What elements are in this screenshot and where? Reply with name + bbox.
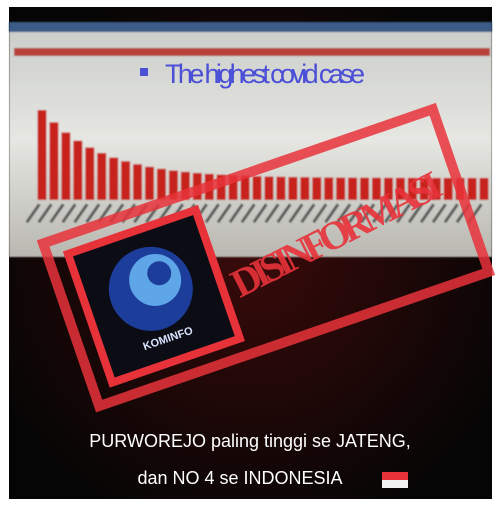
label-smudge <box>419 203 435 224</box>
bar-shape <box>431 177 441 200</box>
bar-shape <box>180 171 190 200</box>
label-smudge <box>85 203 101 224</box>
bar-shape <box>61 132 71 200</box>
caption-line: dan NO 4 se INDONESIA <box>137 468 342 488</box>
bar-shape <box>324 177 334 200</box>
bar-shape <box>419 177 429 200</box>
bar-shape <box>443 177 453 200</box>
bar-shape <box>288 176 298 200</box>
label-smudge <box>300 203 316 224</box>
bar-shape <box>264 176 274 200</box>
bar-shape <box>73 140 83 200</box>
label-smudge <box>276 203 292 224</box>
label-smudge <box>216 203 232 224</box>
label-smudge <box>73 203 89 224</box>
bar-shape <box>300 177 310 200</box>
label-smudge <box>37 203 53 224</box>
bar-shape <box>37 110 47 200</box>
label-smudge <box>336 203 352 224</box>
bar-shape <box>407 177 417 200</box>
label-smudge <box>252 203 268 224</box>
bar-shape <box>121 161 131 200</box>
header-strip <box>14 48 490 56</box>
bar-shape <box>479 177 489 200</box>
bar-shape <box>348 177 358 200</box>
label-smudge <box>383 203 400 224</box>
bar-shape <box>372 177 381 200</box>
bar-shape <box>360 177 370 200</box>
label-smudge <box>324 203 340 224</box>
flag-top <box>382 472 408 480</box>
label-smudge <box>348 203 364 224</box>
browser-bar <box>9 22 492 32</box>
bar-shape <box>109 157 119 200</box>
bar-shape <box>228 175 238 200</box>
label-smudge <box>228 203 244 224</box>
label-smudge <box>61 203 77 224</box>
bar-shape <box>145 166 154 200</box>
label-smudge <box>360 203 376 224</box>
label-smudge <box>407 203 423 224</box>
label-smudge <box>25 203 41 224</box>
bullet <box>140 68 148 76</box>
bar-shape <box>133 164 143 200</box>
bar-shape <box>49 122 59 200</box>
label-smudge <box>240 203 256 224</box>
bar-shape <box>168 170 178 200</box>
screen <box>9 22 492 257</box>
bar-shape <box>252 176 262 200</box>
label-smudge <box>431 203 447 224</box>
bar-shape <box>97 152 107 200</box>
headline: The highest covid case <box>165 59 365 89</box>
label-smudge <box>443 203 459 224</box>
label-smudge <box>312 203 328 224</box>
bar-shape <box>312 177 322 200</box>
label-smudge <box>264 203 280 224</box>
bar-shape <box>467 177 477 200</box>
label-smudge <box>49 203 65 224</box>
label-smudge <box>288 203 304 224</box>
bar-shape <box>395 177 405 200</box>
caption-line: PURWOREJO paling tinggi se JATENG, <box>89 431 410 451</box>
bar-shape <box>85 147 95 200</box>
bar-shape <box>336 177 346 200</box>
bar-shape <box>383 177 393 200</box>
logo-core <box>147 261 172 286</box>
label-smudge <box>395 203 412 224</box>
bar-shape <box>276 176 286 200</box>
flag-bottom <box>382 480 408 488</box>
label-smudge <box>372 203 388 224</box>
stamp-frame <box>36 102 496 413</box>
screen-photo <box>9 22 492 257</box>
bar-shape <box>156 168 166 200</box>
label-smudge <box>204 203 220 224</box>
bar-shape <box>240 175 250 200</box>
